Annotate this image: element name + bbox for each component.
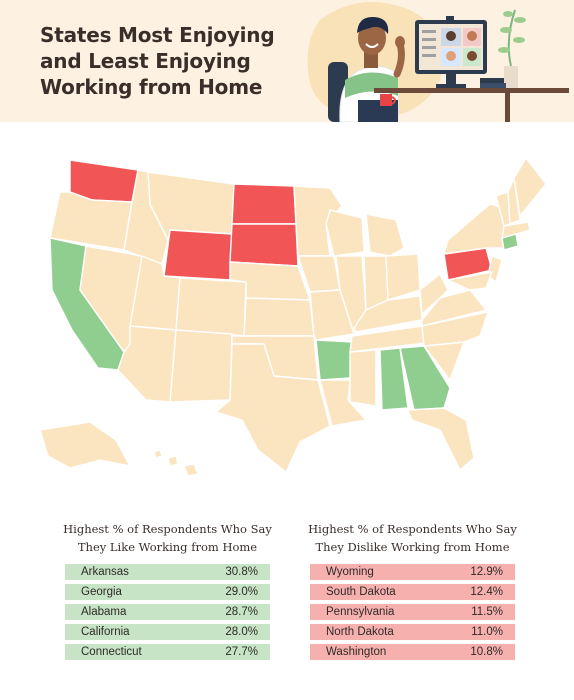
laptop-video-call-icon — [415, 16, 487, 88]
dislike-percent-value: 10.8% — [470, 646, 503, 658]
like-state-name: Alabama — [81, 606, 127, 618]
dislike-row: North Dakota 11.0% — [310, 624, 515, 640]
state-new-jersey — [487, 255, 503, 283]
state-missouri — [309, 289, 355, 341]
state-ohio — [385, 253, 421, 301]
dislike-table: Highest % of Respondents Who Say They Di… — [290, 520, 535, 664]
state-wyoming — [163, 229, 233, 281]
dislike-row: South Dakota 12.4% — [310, 584, 515, 600]
dislike-row: Washington 10.8% — [310, 644, 515, 660]
state-west-virginia — [419, 273, 449, 315]
dislike-row: Wyoming 12.9% — [310, 564, 515, 580]
dislike-state-name: Washington — [326, 646, 387, 658]
state-maryland — [447, 271, 493, 291]
dislike-table-heading: Highest % of Respondents Who Say They Di… — [290, 520, 535, 560]
like-heading-line-2: They Like Working from Home — [77, 540, 258, 554]
like-heading-line-1: Highest % of Respondents Who Say — [63, 522, 272, 536]
like-percent-value: 27.7% — [225, 646, 258, 658]
dislike-percent-value: 12.4% — [470, 586, 503, 598]
state-kansas — [243, 297, 315, 337]
plant-icon — [480, 9, 526, 88]
state-colorado — [175, 277, 247, 337]
page-title: States Most Enjoying and Least Enjoying … — [40, 22, 310, 100]
state-georgia — [399, 345, 451, 411]
title-line-1: States Most Enjoying — [40, 23, 275, 47]
state-virginia — [421, 289, 487, 327]
state-alabama — [379, 347, 409, 411]
dislike-heading-line-1: Highest % of Respondents Who Say — [308, 522, 517, 536]
state-hawaii — [153, 449, 199, 477]
state-louisiana — [319, 379, 367, 427]
state-new-mexico — [169, 329, 233, 403]
like-table: Highest % of Respondents Who Say They Li… — [45, 520, 290, 664]
like-state-name: California — [81, 626, 130, 638]
like-table-heading: Highest % of Respondents Who Say They Li… — [45, 520, 290, 560]
dislike-percent-value: 12.9% — [470, 566, 503, 578]
like-percent-value: 28.7% — [225, 606, 258, 618]
state-michigan — [365, 213, 405, 257]
like-row: Alabama 28.7% — [65, 604, 270, 620]
work-from-home-illustration — [307, 2, 569, 122]
state-north-carolina — [421, 311, 489, 347]
dislike-percent-value: 11.5% — [471, 606, 503, 618]
title-line-2: and Least Enjoying — [40, 49, 251, 73]
like-row: Arkansas 30.8% — [65, 564, 270, 580]
dislike-rows: Wyoming 12.9% South Dakota 12.4% Pennsylvani… — [290, 564, 535, 660]
state-new-york — [443, 203, 509, 255]
title-line-3: Working from Home — [40, 75, 263, 99]
dislike-state-name: South Dakota — [326, 586, 396, 598]
like-state-name: Arkansas — [81, 566, 129, 578]
dislike-heading-line-2: They Dislike Working from Home — [315, 540, 510, 554]
us-states-map — [39, 157, 547, 477]
dislike-state-name: North Dakota — [326, 626, 394, 638]
like-percent-value: 29.0% — [225, 586, 258, 598]
header-banner: States Most Enjoying and Least Enjoying … — [0, 0, 574, 122]
state-arkansas — [315, 339, 355, 381]
dislike-state-name: Wyoming — [326, 566, 374, 578]
dislike-state-name: Pennsylvania — [326, 606, 395, 618]
state-wisconsin — [325, 209, 365, 257]
like-row: Connecticut 27.7% — [65, 644, 270, 660]
state-florida — [407, 407, 475, 471]
state-south-dakota — [229, 223, 299, 267]
dislike-percent-value: 11.0% — [471, 626, 503, 638]
state-maine — [513, 157, 547, 217]
state-texas — [215, 343, 331, 473]
like-state-name: Georgia — [81, 586, 122, 598]
person-waving-icon — [339, 16, 405, 122]
state-massachusetts — [501, 221, 531, 239]
like-row: Georgia 29.0% — [65, 584, 270, 600]
like-percent-value: 28.0% — [225, 626, 258, 638]
desk-icon — [374, 88, 569, 93]
state-alaska — [39, 421, 131, 469]
state-new-hampshire — [507, 177, 521, 225]
state-minnesota — [293, 185, 343, 257]
coffee-mug-icon — [380, 94, 396, 106]
like-row: California 28.0% — [65, 624, 270, 640]
state-north-dakota — [231, 183, 297, 225]
state-mississippi — [349, 349, 377, 407]
like-state-name: Connecticut — [81, 646, 142, 658]
dislike-row: Pennsylvania 11.5% — [310, 604, 515, 620]
like-percent-value: 30.8% — [225, 566, 258, 578]
like-rows: Arkansas 30.8% Georgia 29.0% Alabama 28.7% Cal… — [45, 564, 290, 660]
